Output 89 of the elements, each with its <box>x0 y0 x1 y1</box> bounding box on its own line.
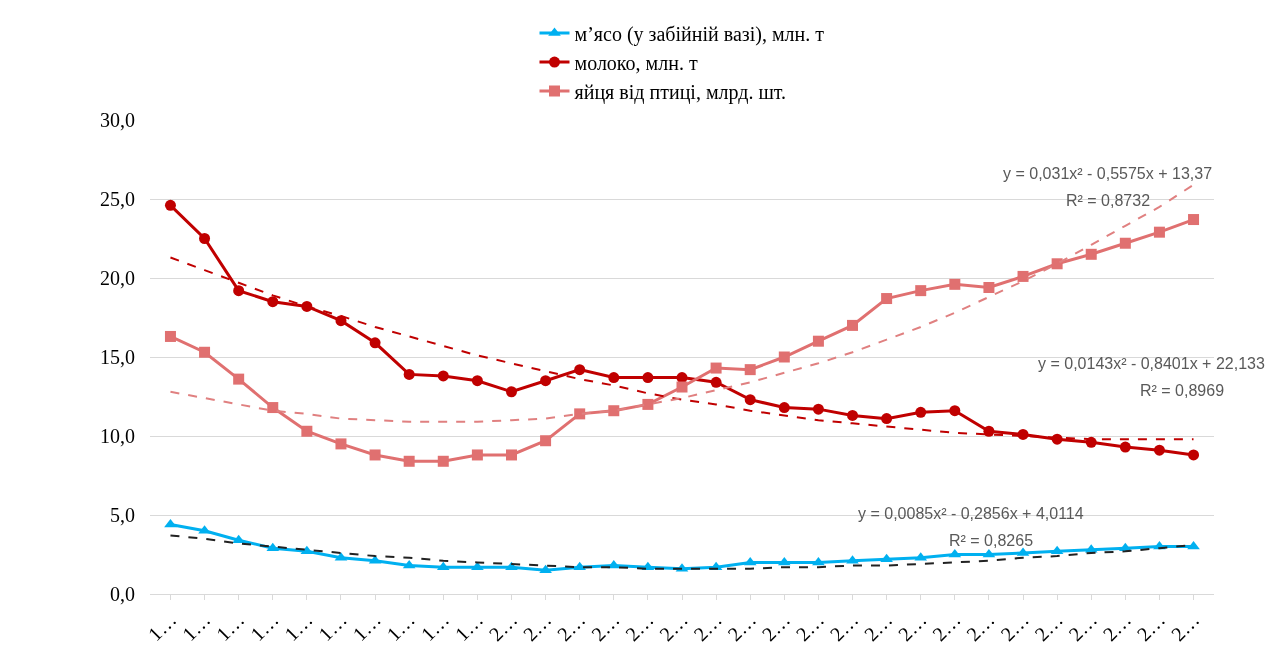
point <box>540 435 552 447</box>
x-tick-label: 2… <box>689 608 726 646</box>
point <box>812 403 824 415</box>
point <box>1153 226 1165 238</box>
point <box>743 556 757 566</box>
point <box>710 362 722 374</box>
x-tick-label: 2… <box>621 608 658 646</box>
x-tick-label: 1… <box>348 608 385 646</box>
legend-label: м’ясо (у забійній вазі), млн. т <box>574 22 825 46</box>
x-tick-label: 2… <box>996 608 1033 646</box>
point <box>744 364 756 376</box>
point <box>778 351 790 363</box>
annotation: R² = 0,8969 <box>1140 382 1225 399</box>
point <box>539 564 552 574</box>
annotation: R² = 0,8265 <box>949 532 1034 549</box>
y-tick-label: 20,0 <box>100 267 135 289</box>
point <box>471 449 483 461</box>
point <box>1051 258 1063 270</box>
legend-label: яйця від птиці, млрд. шт. <box>574 80 787 104</box>
point <box>403 368 415 380</box>
point <box>1017 270 1029 282</box>
point <box>949 405 961 417</box>
point <box>812 556 825 566</box>
point <box>369 337 381 349</box>
point <box>881 293 893 305</box>
point <box>164 518 177 528</box>
point <box>574 364 586 376</box>
point <box>949 278 961 290</box>
y-tick-label: 5,0 <box>110 504 135 526</box>
point <box>505 449 517 461</box>
point <box>335 438 347 450</box>
point <box>471 375 483 387</box>
point <box>777 556 791 566</box>
annotation: y = 0,0085x² - 0,2856x + 4,0114 <box>858 505 1084 522</box>
point <box>369 449 381 461</box>
point <box>574 408 586 420</box>
point <box>847 409 859 421</box>
point <box>164 199 176 211</box>
point <box>608 405 620 417</box>
point <box>232 534 246 544</box>
annotation: y = 0,0143x² - 0,8401x + 22,133 <box>1038 355 1265 372</box>
y-tick-label: 30,0 <box>100 109 135 131</box>
point <box>778 402 790 414</box>
point <box>164 330 176 342</box>
point <box>642 398 654 410</box>
y-tick-label: 15,0 <box>100 346 135 368</box>
point <box>608 372 620 384</box>
point <box>881 413 893 425</box>
point <box>642 372 654 384</box>
point <box>1050 545 1064 555</box>
point <box>710 376 722 388</box>
point <box>847 319 859 331</box>
y-tick-label: 0,0 <box>110 583 135 605</box>
point <box>1153 444 1165 456</box>
point <box>812 335 824 347</box>
point <box>1085 248 1097 260</box>
point <box>1017 428 1029 440</box>
point <box>301 425 313 437</box>
point <box>983 425 995 437</box>
point <box>437 455 449 467</box>
x-tick-label: 2… <box>655 608 692 646</box>
point <box>233 373 245 385</box>
point <box>403 455 415 467</box>
point <box>1188 449 1200 461</box>
annotation: y = 0,031x² - 0,5575x + 13,37 <box>1003 165 1213 182</box>
x-tick-label: 1… <box>280 608 317 646</box>
point <box>915 285 927 297</box>
point <box>267 402 279 414</box>
point <box>300 545 314 555</box>
point <box>1188 214 1200 226</box>
point <box>1119 441 1131 453</box>
point <box>233 285 245 297</box>
legend-label: молоко, млн. т <box>574 51 698 74</box>
point <box>267 296 279 308</box>
y-tick-label: 10,0 <box>100 425 135 447</box>
x-tick-label: 1… <box>314 608 351 646</box>
point <box>915 406 927 418</box>
point <box>1119 237 1131 249</box>
annotation: R² = 0,8732 <box>1066 192 1151 209</box>
point <box>437 370 449 382</box>
y-tick-label: 25,0 <box>100 188 135 210</box>
point <box>199 233 211 244</box>
point <box>540 375 552 387</box>
point <box>199 346 211 358</box>
point <box>505 386 517 398</box>
x-tick-label: 2… <box>962 608 999 646</box>
point <box>676 381 688 393</box>
point <box>983 281 995 293</box>
point <box>744 394 756 406</box>
